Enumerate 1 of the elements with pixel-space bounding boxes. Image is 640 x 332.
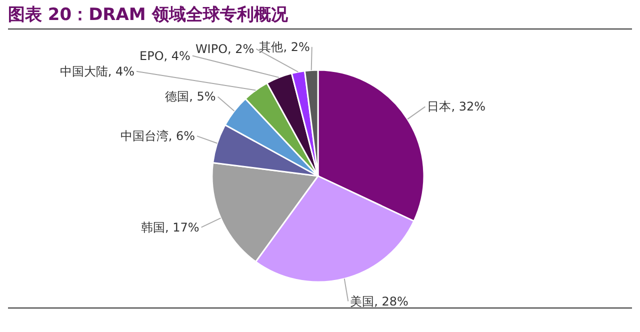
title: 图表 20：DRAM 领域全球专利概况 (8, 5, 288, 25)
